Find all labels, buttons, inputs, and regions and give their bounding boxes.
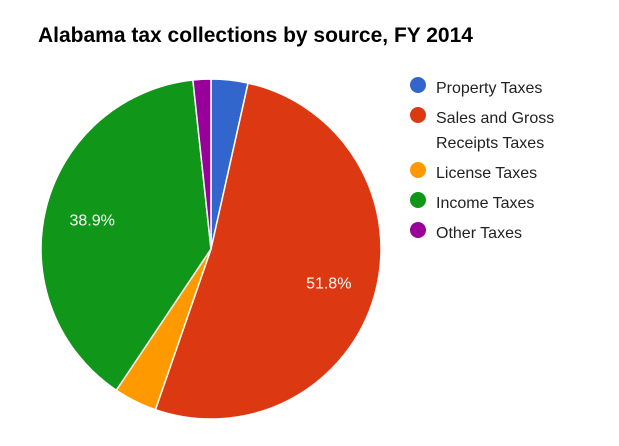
legend-label: Sales and Gross Receipts Taxes bbox=[436, 110, 555, 152]
pie-slice-income-taxes bbox=[40, 79, 212, 392]
legend-swatch bbox=[410, 107, 426, 123]
legend-label: License Taxes bbox=[436, 165, 538, 182]
legend-swatch bbox=[410, 162, 426, 178]
legend-label: Income Taxes bbox=[436, 195, 535, 212]
legend: Property Taxes Sales and Gross Receipts T… bbox=[410, 76, 615, 254]
data-label-sales-and-gross-receipts-taxes: 51.8% bbox=[306, 275, 351, 292]
chart-title: Alabama tax collections by source, FY 20… bbox=[38, 24, 473, 47]
legend-item-income-taxes: Income Taxes bbox=[410, 191, 615, 216]
legend-item-other-taxes: Other Taxes bbox=[410, 221, 615, 246]
pie-slice-sales-and-gross-receipts-taxes bbox=[154, 82, 382, 420]
legend-swatch bbox=[410, 222, 426, 238]
pie-slice-other-taxes bbox=[192, 78, 212, 250]
legend-swatch bbox=[410, 77, 426, 93]
legend-item-sales-and-gross-receipts-taxes: Sales and Gross Receipts Taxes bbox=[410, 106, 615, 156]
data-label-income-taxes: 38.9% bbox=[69, 213, 114, 230]
legend-label: Other Taxes bbox=[436, 225, 522, 242]
legend-label: Property Taxes bbox=[436, 80, 543, 97]
legend-item-license-taxes: License Taxes bbox=[410, 161, 615, 186]
legend-swatch bbox=[410, 192, 426, 208]
legend-item-property-taxes: Property Taxes bbox=[410, 76, 615, 101]
